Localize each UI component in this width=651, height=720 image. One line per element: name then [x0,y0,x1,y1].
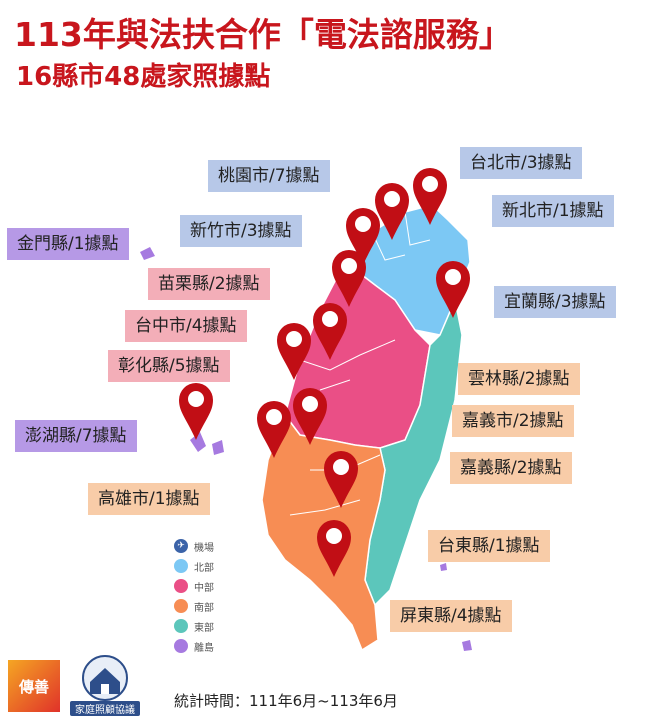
central-swatch [174,579,188,593]
east-swatch [174,619,188,633]
label-kaohsiung: 高雄市/1據點 [88,483,210,515]
orchid-island [462,640,472,651]
label-newtaipei: 新北市/1據點 [492,195,614,227]
legend-label-airport: 機場 [194,542,214,554]
pin-hsinchu-icon [346,208,380,265]
label-yilan: 宜蘭縣/3據點 [494,286,616,318]
legend-label-east: 東部 [194,622,214,634]
legend-item-south: 南部 [174,596,214,616]
pin-newtaipei-taoyuan-icon [375,183,409,240]
legend-item-east: 東部 [174,616,214,636]
green-island [440,563,447,571]
pin-kaohsiung-icon [324,451,358,508]
label-pingtung: 屏東縣/4據點 [390,600,512,632]
pin-chiayi-icon [257,401,291,458]
south-swatch [174,599,188,613]
airplane-icon: ✈ [174,539,188,553]
island-swatch [174,639,188,653]
pin-changhua-icon [277,323,311,380]
label-taoyuan: 桃園市/7據點 [208,160,330,192]
legend-item-airport: ✈ 機場 [174,536,214,556]
legend-item-island: 離島 [174,636,214,656]
legend-label-island: 離島 [194,642,214,654]
association-logo-text: 家庭照顧協議 [70,701,140,716]
label-chiayicounty: 嘉義縣/2據點 [450,452,572,484]
label-kinmen: 金門縣/1據點 [7,228,129,260]
north-swatch [174,559,188,573]
label-hsinchu: 新竹市/3據點 [180,215,302,247]
pin-pingtung-icon [317,520,351,577]
legend-label-south: 南部 [194,602,214,614]
legend-item-central: 中部 [174,576,214,596]
label-chiayicity: 嘉義市/2據點 [452,405,574,437]
title-line2: 16縣市48處家照據點 [16,62,271,92]
label-taitung: 台東縣/1據點 [428,530,550,562]
pin-miaoli-icon [332,250,366,307]
label-yunlin: 雲林縣/2據點 [458,363,580,395]
kinmen-island [140,247,155,260]
legend-item-north: 北部 [174,556,214,576]
pin-taichung-icon [313,303,347,360]
label-penghu: 澎湖縣/7據點 [15,420,137,452]
statistics-period: 統計時間：111年6月~113年6月 [174,692,398,710]
pin-taipei-icon [413,168,447,225]
house-icon [82,655,128,701]
label-changhua: 彰化縣/5據點 [108,350,230,382]
legend-label-north: 北部 [194,562,214,574]
title-line1: 113年與法扶合作「電法諮服務」 [14,15,512,54]
label-miaoli: 苗栗縣/2據點 [148,268,270,300]
chuanshan-logo: 傳善 [8,660,60,712]
pin-yunlin-icon [293,388,327,445]
pin-penghu-icon [179,383,213,440]
pin-yilan-icon [436,261,470,318]
label-taichung: 台中市/4據點 [125,310,247,342]
map-legend: ✈ 機場 北部 中部 南部 東部 離島 [174,536,214,656]
penghu-island [190,432,224,455]
association-logo: 家庭照顧協議 [70,652,140,716]
legend-label-central: 中部 [194,582,214,594]
label-taipei: 台北市/3據點 [460,147,582,179]
